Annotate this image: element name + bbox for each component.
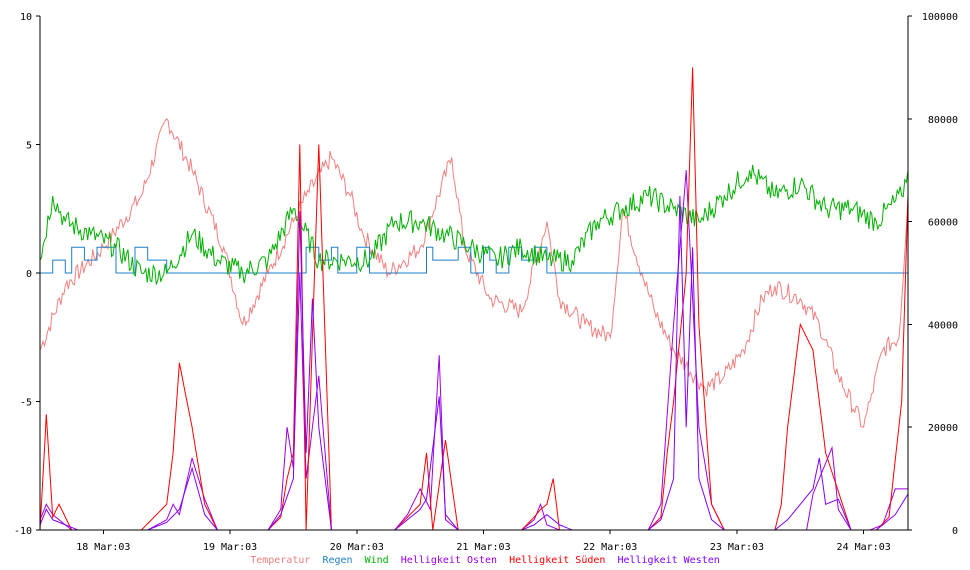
legend-helligkeit-westen: Helligkeit Westen: [617, 555, 719, 566]
series-layer: [39, 67, 909, 531]
legend-regen: Regen: [322, 555, 352, 566]
left-tick-label: 5: [26, 141, 32, 152]
x-tick-label: 19 Mar:03: [203, 542, 257, 553]
left-tick-label: 10: [20, 12, 32, 23]
series-regen-line: [40, 246, 908, 274]
x-tick-label: 21 Mar:03: [456, 542, 510, 553]
series-helligkeit-s-den-line: [39, 67, 909, 531]
right-tick-label: 40000: [928, 320, 958, 331]
left-tick-label: 0: [26, 269, 32, 280]
right-tick-label: 0: [952, 526, 958, 537]
ticks-layer: 10 5 0 -5 -10 100000 80000 60000 40000 20000 0 18 M…: [14, 12, 958, 553]
right-tick-label: 20000: [928, 423, 958, 434]
x-tick-label: 22 Mar:03: [583, 542, 637, 553]
left-tick-label: -5: [20, 398, 32, 409]
legend: Temperatur Regen Wind Helligkeit Osten H…: [250, 555, 720, 566]
right-tick-label: 80000: [928, 115, 958, 126]
x-tick-label: 23 Mar:03: [710, 542, 764, 553]
series-wind-line: [39, 164, 909, 285]
legend-helligkeit-osten: Helligkeit Osten: [401, 555, 497, 566]
legend-helligkeit-sueden: Helligkeit Süden: [509, 555, 605, 566]
right-tick-label: 60000: [928, 218, 958, 229]
right-tick-label: 100000: [922, 12, 958, 23]
left-tick-label: -10: [14, 526, 32, 537]
legend-temperatur: Temperatur: [250, 555, 310, 566]
series-temperatur-line: [39, 117, 909, 428]
legend-wind: Wind: [365, 555, 389, 566]
x-tick-label: 24 Mar:03: [837, 542, 891, 553]
x-tick-label: 20 Mar:03: [330, 542, 384, 553]
x-tick-label: 18 Mar:03: [76, 542, 130, 553]
